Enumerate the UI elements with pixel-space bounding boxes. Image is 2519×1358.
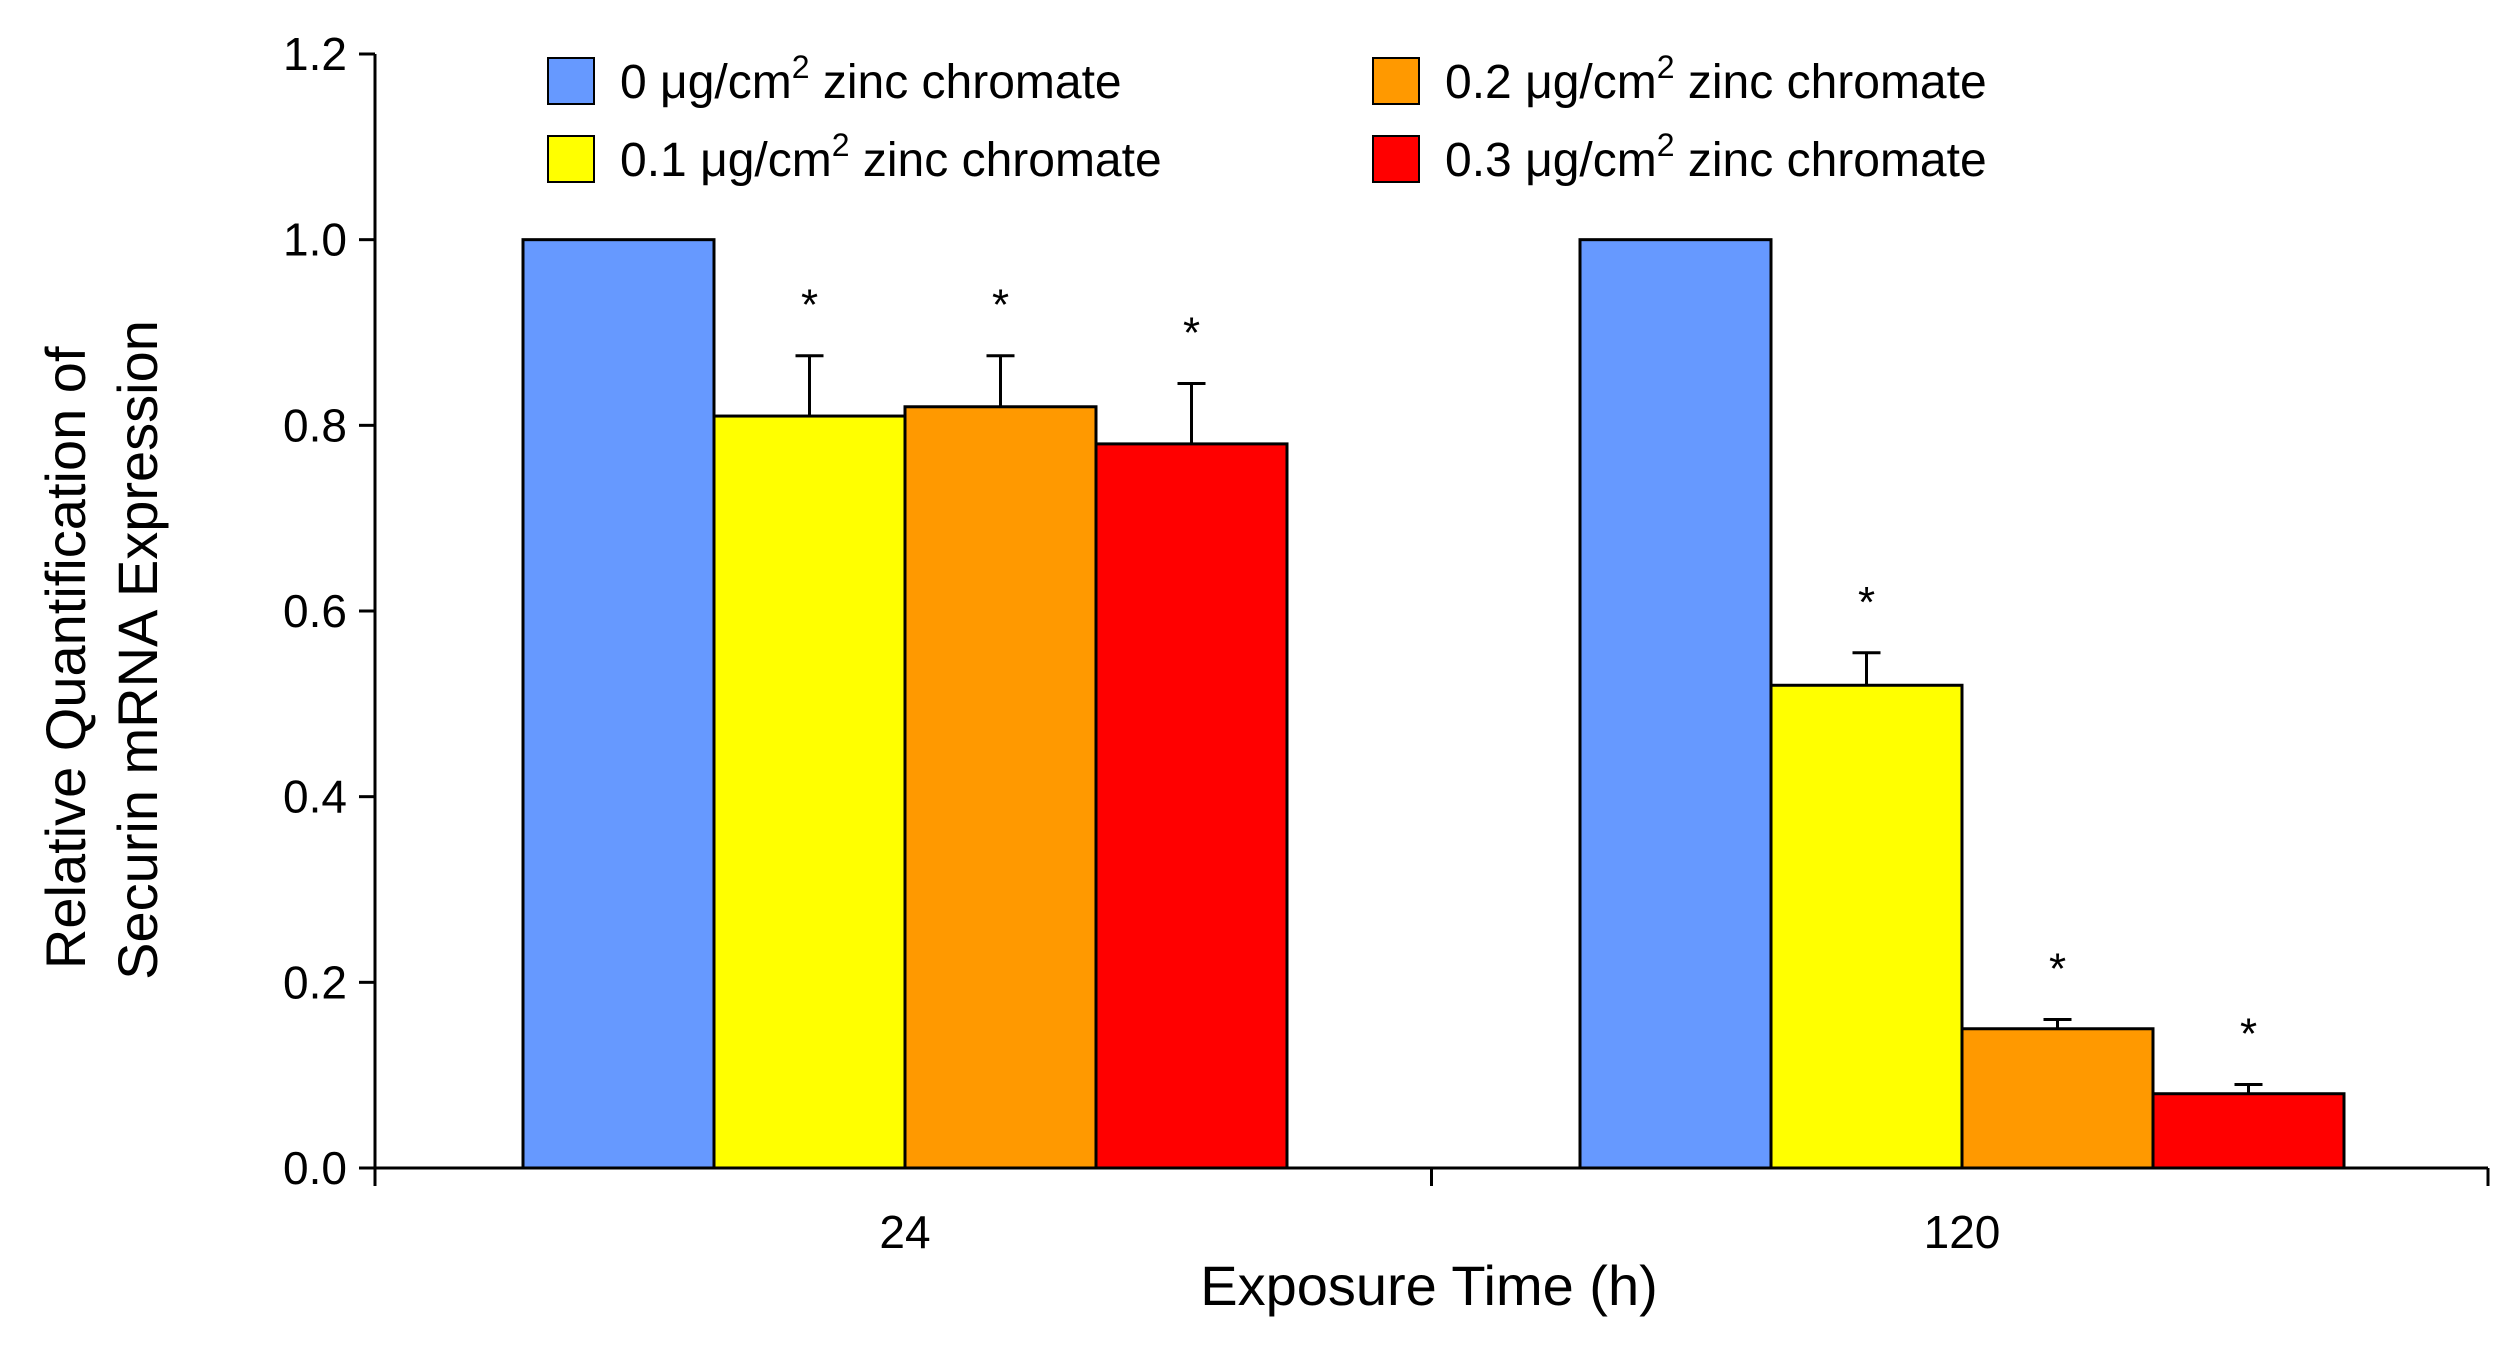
y-tick-label-0: 0.0	[283, 1142, 347, 1194]
legend: 0 μg/cm2 zinc chromate 0.1 μg/cm2 zinc ch…	[547, 49, 1987, 187]
y-axis-title-line-2: Securin mRNA Expression	[106, 320, 169, 980]
bar-120h-series-3	[2151, 1092, 2346, 1170]
significance-mark-120h-series-2: *	[2049, 944, 2066, 993]
bar-24h-series-1	[712, 414, 907, 1170]
x-tick-label-120: 120	[1924, 1206, 2001, 1258]
x-tick-label-24: 24	[879, 1206, 930, 1258]
bar-24h-series-3	[1094, 442, 1289, 1170]
legend-swatch-0	[547, 57, 595, 105]
legend-swatch-2	[1372, 57, 1420, 105]
bar-120h-series-0	[1578, 238, 1773, 1170]
significance-mark-24h-series-3: *	[1183, 309, 1200, 358]
bar-24h-series-2	[903, 405, 1098, 1170]
legend-label-1: 0.1 μg/cm2 zinc chromate	[620, 127, 1162, 187]
significance-mark-120h-series-1: *	[1858, 578, 1875, 627]
y-axis-title: Relative Quantification of Securin mRNA …	[34, 320, 169, 980]
legend-label-3: 0.3 μg/cm2 zinc chromate	[1445, 127, 1987, 187]
y-tick-label-4: 0.8	[283, 399, 347, 451]
y-tick-label-5: 1.0	[283, 214, 347, 266]
bar-24h-series-0	[521, 238, 716, 1170]
significance-mark-24h-series-1: *	[801, 281, 818, 330]
y-axis-title-line-1: Relative Quantification of	[34, 346, 97, 969]
legend-swatch-1	[547, 135, 595, 183]
legend-label-2: 0.2 μg/cm2 zinc chromate	[1445, 49, 1987, 109]
y-tick-label-1: 0.2	[283, 956, 347, 1008]
x-axis-title: Exposure Time (h)	[1200, 1254, 1658, 1317]
significance-mark-120h-series-3: *	[2240, 1009, 2257, 1058]
bar-120h-series-2	[1960, 1027, 2155, 1170]
y-tick-label-3: 0.6	[283, 585, 347, 637]
significance-mark-24h-series-2: *	[992, 281, 1009, 330]
y-tick-label-2: 0.4	[283, 771, 347, 823]
legend-swatch-3	[1372, 135, 1420, 183]
legend-label-0: 0 μg/cm2 zinc chromate	[620, 49, 1122, 109]
plot-area: 0.0 0.2 0.4 0.6 0.8 1.0 1.2 24 120 * * * * * *	[283, 28, 2490, 1258]
y-tick-label-6: 1.2	[283, 28, 347, 80]
bar-120h-series-1	[1769, 683, 1964, 1170]
